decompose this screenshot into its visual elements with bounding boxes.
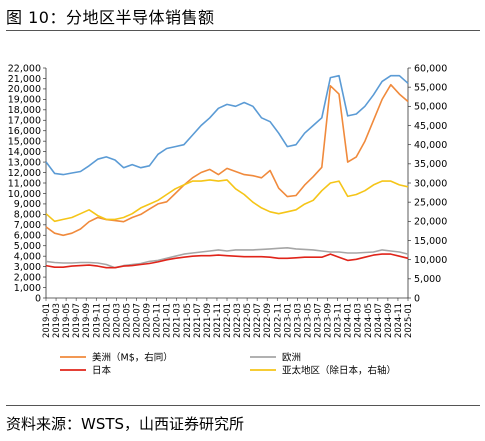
y-left-tick-label: 6,000 [14,231,41,242]
x-tick-label: 2023-07 [313,303,323,338]
x-tick-label: 2020-11 [152,303,162,338]
series-line-apac [45,179,409,223]
x-tick-label: 2024-09 [383,303,393,338]
y-right-tick-label: 30,000 [414,178,447,189]
y-left-tick-label: 0 [35,293,41,304]
y-left-tick-label: 15,000 [8,136,41,147]
x-tick-label: 2024-01 [343,303,353,338]
x-tick-label: 2024-05 [363,303,373,338]
y-right-tick-label: 20,000 [414,217,447,228]
x-tick-label: 2020-07 [132,303,142,338]
x-tick-label: 2019-01 [41,303,51,338]
x-tick-label: 2023-05 [302,303,312,338]
y-right-tick-label: 40,000 [414,140,447,151]
x-tick-label: 2022-07 [252,303,262,338]
x-tick-label: 2021-09 [202,303,212,338]
x-tick-label: 2019-03 [51,303,61,338]
series-line-japan [45,253,409,269]
x-tick-label: 2021-11 [212,303,222,338]
x-tick-label: 2020-01 [101,303,111,338]
y-left-tick-label: 8,000 [14,210,41,221]
y-left-tick-label: 22,000 [8,63,41,74]
y-left-tick-label: 14,000 [8,147,41,158]
x-tick-label: 2020-05 [121,303,131,338]
y-left-tick-label: 18,000 [8,105,41,116]
legend-label-japan: 日本 [92,365,112,377]
y-right-tick-label: 10,000 [414,255,447,266]
sales-by-region-chart: 01,0002,0003,0004,0005,0006,0007,0008,00… [8,63,448,377]
y-right-tick-label: 60,000 [414,63,447,74]
y-left-tick-label: 17,000 [8,116,41,127]
y-left-tick-label: 12,000 [8,168,41,179]
y-right-tick-label: 15,000 [414,236,447,247]
source-divider [6,405,480,406]
x-tick-label: 2021-01 [162,303,172,338]
x-tick-label: 2024-11 [393,303,403,338]
x-axis: 2019-01 2019-03 2019-05 2019-07 2019-09 2019-… [41,298,413,338]
y-right-tick-label: 35,000 [414,159,447,170]
x-tick-label: 2023-11 [333,303,343,338]
x-tick-label: 2020-03 [111,303,121,338]
y-left-tick-label: 1,000 [14,283,41,294]
x-tick-label: 2020-09 [142,303,152,338]
x-tick-label: 2022-09 [262,303,272,338]
y-left-tick-label: 13,000 [8,157,41,168]
source-note: 资料来源：WSTS，山西证券研究所 [6,415,245,433]
y-right-tick-label: 45,000 [414,121,447,132]
series-line-europe [45,247,409,269]
x-tick-label: 2021-03 [172,303,182,338]
y-left-tick-label: 19,000 [8,95,41,106]
y-left-tick-label: 2,000 [14,272,41,283]
y-left-tick-label: 11,000 [8,178,41,189]
legend-label-apac: 亚太地区（除日本，右轴） [282,365,396,377]
x-tick-label: 2022-11 [272,303,282,338]
x-tick-label: 2023-01 [282,303,292,338]
x-tick-label: 2024-03 [353,303,363,338]
figure-title: 图 10：分地区半导体销售额 [6,8,215,27]
series-layer [45,74,409,269]
x-tick-label: 2025-01 [403,303,413,338]
y-left-tick-label: 16,000 [8,126,41,137]
x-tick-label: 2021-07 [192,303,202,338]
y-left-tick-label: 9,000 [14,199,41,210]
y-left-tick-label: 5,000 [14,241,41,252]
y-left-tick-label: 3,000 [14,262,41,273]
y-right-tick-label: 5,000 [414,274,441,285]
series-line-americas [45,83,409,237]
y-left-tick-label: 21,000 [8,74,41,85]
series-line-china [45,74,409,176]
x-tick-label: 2022-03 [232,303,242,338]
x-tick-label: 2023-03 [292,303,302,338]
y-right-tick-label: 50,000 [414,102,447,113]
y-right-tick-label: 0 [414,293,420,304]
x-tick-label: 2022-01 [222,303,232,338]
x-tick-label: 2019-11 [91,303,101,338]
legend-label-europe: 欧洲 [282,352,301,364]
y-right-tick-label: 25,000 [414,197,447,208]
x-tick-label: 2023-09 [323,303,333,338]
y-left-tick-label: 10,000 [8,189,41,200]
y-left-tick-label: 4,000 [14,251,41,262]
x-tick-label: 2019-07 [71,303,81,338]
x-tick-label: 2019-05 [61,303,71,338]
x-tick-label: 2022-05 [242,303,252,338]
x-tick-label: 2021-05 [182,303,192,338]
y-axis-left: 01,0002,0003,0004,0005,0006,0007,0008,00… [8,63,409,304]
title-divider [6,30,480,31]
y-left-tick-label: 20,000 [8,84,41,95]
y-axis-right: 0 5,000 10,000 15,000 20,000 25,000 30,000 35,0… [408,63,447,304]
y-right-tick-label: 55,000 [414,82,447,93]
x-tick-label: 2019-09 [81,303,91,338]
y-left-tick-label: 7,000 [14,220,41,231]
x-tick-label: 2024-07 [373,303,383,338]
legend-label-americas: 美洲（M$，右同） [92,352,173,364]
